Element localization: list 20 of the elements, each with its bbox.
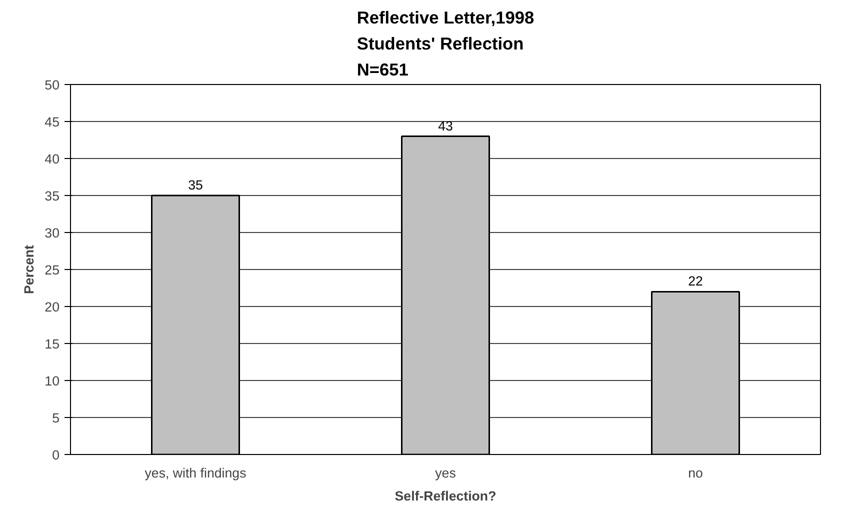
- y-tick-label: 0: [52, 448, 60, 462]
- chart-title: Reflective Letter,1998 Students' Reflection N=651: [356, 8, 534, 80]
- y-tick-label: 35: [44, 188, 60, 204]
- y-tick-label: 10: [44, 374, 60, 388]
- y-axis-title: Percent: [22, 244, 37, 294]
- x-tick-label: no: [688, 466, 703, 480]
- y-tick-label: 5: [52, 410, 60, 426]
- data-label: 35: [188, 178, 203, 192]
- y-tick-label: 45: [44, 114, 60, 130]
- data-label: 22: [688, 274, 703, 289]
- y-tick-label: 15: [44, 336, 60, 352]
- x-axis-title: Self-Reflection?: [394, 488, 496, 504]
- y-tick-label: 30: [44, 226, 60, 240]
- data-label: 43: [438, 118, 453, 134]
- y-tick-label: 20: [44, 300, 60, 314]
- y-tick-label: 50: [44, 78, 60, 92]
- y-tick-label: 25: [44, 262, 60, 278]
- x-tick-label: yes, with findings: [144, 466, 247, 480]
- y-tick-label: 40: [44, 152, 60, 166]
- x-tick-label: yes: [435, 466, 456, 480]
